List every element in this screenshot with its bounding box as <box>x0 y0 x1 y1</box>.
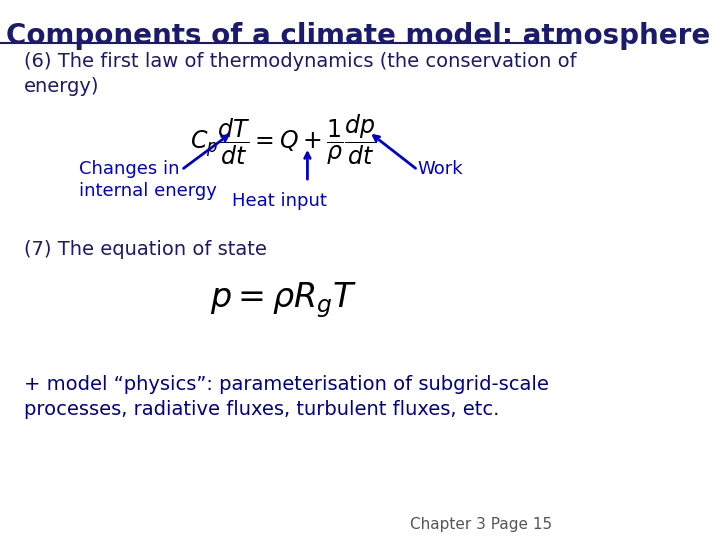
Text: Work: Work <box>418 160 464 178</box>
Text: Heat input: Heat input <box>233 192 328 210</box>
Text: (6) The first law of thermodynamics (the conservation of
energy): (6) The first law of thermodynamics (the… <box>24 52 576 96</box>
Text: Chapter 3 Page 15: Chapter 3 Page 15 <box>410 517 552 532</box>
Text: $C_p \dfrac{dT}{dt} = Q + \dfrac{1}{\rho} \dfrac{dp}{dt}$: $C_p \dfrac{dT}{dt} = Q + \dfrac{1}{\rho… <box>191 113 377 167</box>
Text: $p = \rho R_g T$: $p = \rho R_g T$ <box>210 280 357 320</box>
Text: Components of a climate model: atmosphere: Components of a climate model: atmospher… <box>6 22 711 50</box>
Text: Changes in
internal energy: Changes in internal energy <box>78 160 217 200</box>
Text: (7) The equation of state: (7) The equation of state <box>24 240 266 259</box>
Text: + model “physics”: parameterisation of subgrid-scale
processes, radiative fluxes: + model “physics”: parameterisation of s… <box>24 375 549 419</box>
